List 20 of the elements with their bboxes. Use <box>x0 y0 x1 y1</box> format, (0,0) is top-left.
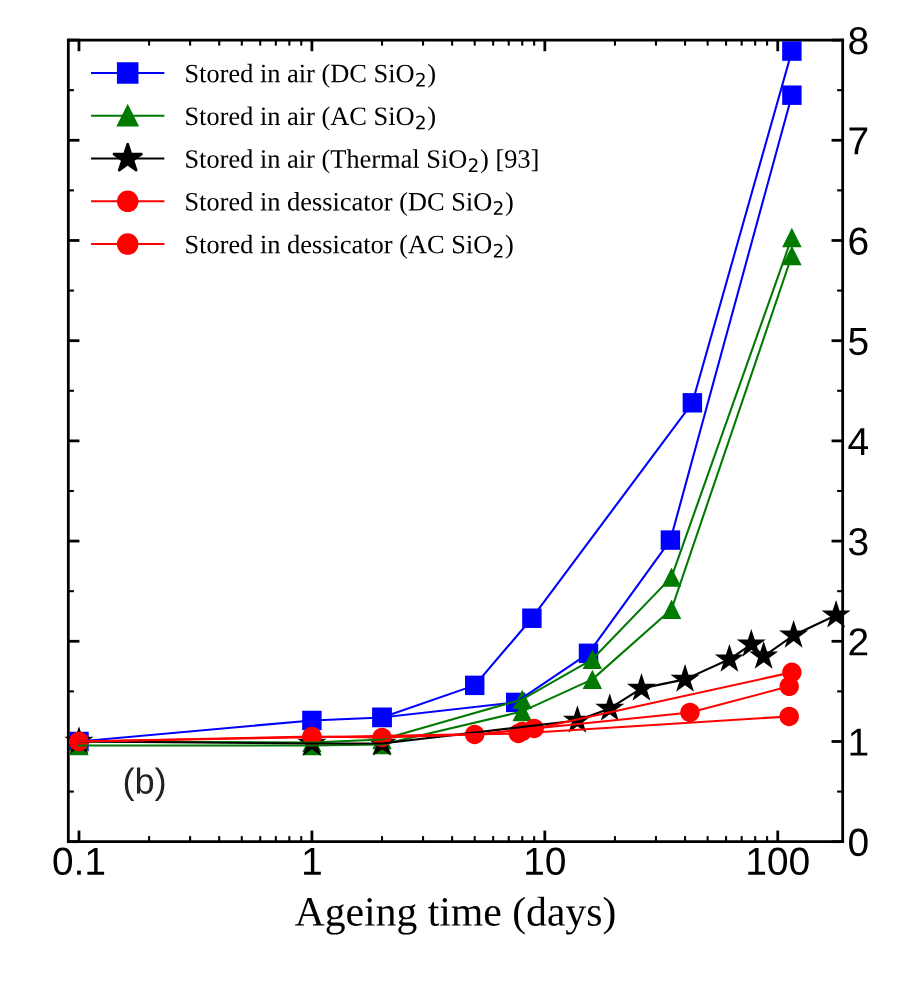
y-tick-label: 6 <box>849 227 868 255</box>
x-axis-title: Ageing time (days) <box>295 896 615 935</box>
y-tick-label: 4 <box>848 428 869 455</box>
annotation: (b) <box>124 767 165 802</box>
legend-label: Stored in dessicator (AC SiO$_{2}$) <box>186 234 513 259</box>
y-tick-label: 5 <box>849 328 868 356</box>
legend-label: Stored in air (AC SiO$_{2}$) <box>186 106 435 131</box>
y-tick-label: 0 <box>849 828 868 857</box>
y-tick-label: 8 <box>849 27 868 55</box>
y-tick-label: 3 <box>849 528 868 556</box>
y-tick-label: 1 <box>850 728 868 756</box>
x-tick-label: 0.1 <box>53 847 105 876</box>
x-tick-label: 100 <box>748 847 809 876</box>
x-tick-label: 10 <box>526 847 565 876</box>
y-tick-label: 2 <box>849 628 868 656</box>
legend-label: Stored in air (DC SiO$_{2}$) <box>186 63 435 88</box>
legend-label: Stored in dessicator (DC SiO$_{2}$) <box>186 192 513 217</box>
x-tick-label: 1 <box>304 847 321 875</box>
y-tick-label: 7 <box>849 127 868 155</box>
legend-label: Stored in air (Thermal SiO$_{2}$) [93] <box>186 149 538 174</box>
